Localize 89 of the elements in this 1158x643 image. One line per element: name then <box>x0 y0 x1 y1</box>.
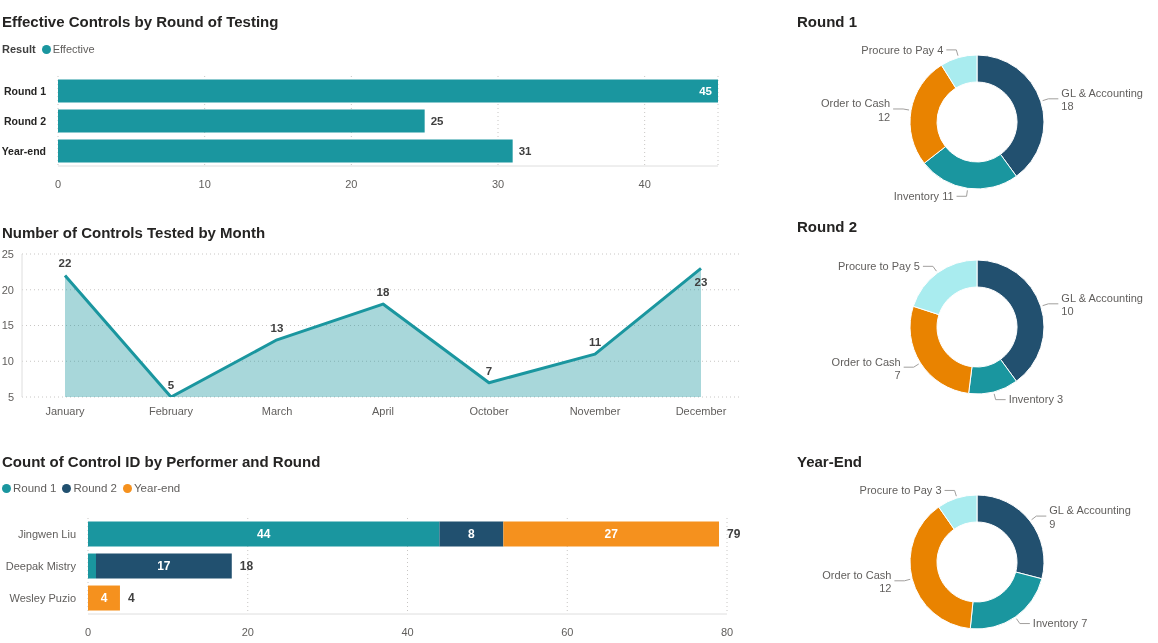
data-label: 5 <box>913 260 920 273</box>
x-tick-label: October <box>469 404 509 417</box>
slice-label: Procure to Pay <box>837 260 911 273</box>
data-label: 4 <box>937 43 944 56</box>
data-label: 31 <box>518 145 533 158</box>
x-tick-label: 0 <box>54 177 62 190</box>
bar <box>58 139 513 163</box>
x-tick-label: 10 <box>198 177 211 190</box>
slice-label: GL & Accounting <box>1061 292 1143 305</box>
bar <box>439 521 504 547</box>
data-label: 12 <box>877 110 891 123</box>
x-tick-label: February <box>148 404 194 417</box>
slice-label: Order to Cash <box>821 97 891 110</box>
data-label: 18 <box>376 286 390 299</box>
x-tick-label: 20 <box>345 177 358 190</box>
data-label: 5 <box>167 379 175 391</box>
data-label: 12 <box>879 582 892 595</box>
y-tick-label: Round 1 <box>4 84 47 97</box>
bar <box>95 553 232 579</box>
slice-label: Inventory <box>893 190 940 203</box>
slice-label: Procure to Pay <box>859 484 933 497</box>
chart-title: Year-End <box>797 453 863 470</box>
x-tick-label: December <box>675 404 727 417</box>
x-tick-label: 40 <box>638 177 651 190</box>
data-label: 25 <box>430 115 445 128</box>
slice-label: GL & Accounting <box>1049 504 1131 517</box>
y-tick-label: Round 2 <box>4 114 47 127</box>
x-tick-label: April <box>371 404 395 417</box>
legend-label: Round 2 <box>73 481 117 496</box>
x-tick-label: 0 <box>84 625 92 638</box>
slice-label: Order to Cash <box>822 569 892 582</box>
data-label: 8 <box>468 527 476 542</box>
x-tick-label: March <box>261 404 293 417</box>
data-label: 23 <box>694 276 708 289</box>
data-label: 7 <box>485 364 493 377</box>
y-tick-label: 20 <box>1 283 14 296</box>
chart-title: Count of Control ID by Performer and Round <box>2 453 321 470</box>
bar <box>88 585 120 611</box>
total-label: 4 <box>127 591 135 606</box>
data-label: 11 <box>942 190 954 203</box>
data-label: 4 <box>100 591 108 606</box>
bar <box>503 521 720 547</box>
chart-title: Number of Controls Tested by Month <box>2 224 266 241</box>
total-label: 18 <box>239 559 254 574</box>
bar <box>58 79 718 103</box>
legend-label: Effective <box>52 42 95 57</box>
x-tick-label: 40 <box>401 625 414 638</box>
data-label: 17 <box>157 559 171 574</box>
legend-label: Year-end <box>133 481 181 496</box>
slice-label: GL & Accounting <box>1061 87 1143 100</box>
legend-title: Result <box>2 43 36 55</box>
x-tick-label: January <box>45 404 86 417</box>
data-label: 7 <box>1081 617 1088 630</box>
data-label: 44 <box>257 527 271 542</box>
data-label: 3 <box>935 484 942 497</box>
chart-title: Round 1 <box>797 13 857 30</box>
y-tick-label: 15 <box>1 319 14 332</box>
data-label: 10 <box>1061 305 1074 318</box>
data-label: 3 <box>1056 393 1064 406</box>
bar <box>58 109 425 133</box>
data-label: 11 <box>588 336 602 349</box>
total-label: 79 <box>727 527 741 542</box>
data-label: 18 <box>1061 100 1074 113</box>
y-tick-label: 10 <box>1 355 14 368</box>
slice-label: Inventory <box>1008 393 1054 406</box>
x-tick-label: 60 <box>561 625 574 638</box>
y-tick-label: Deepak Mistry <box>5 559 77 572</box>
data-label: 9 <box>1049 517 1056 530</box>
y-tick-label: Wesley Puzio <box>9 591 76 604</box>
y-tick-label: Jingwen Liu <box>17 527 76 540</box>
x-tick-label: 80 <box>720 625 734 638</box>
slice-label: Order to Cash <box>831 355 901 368</box>
bar <box>88 553 96 579</box>
bar <box>88 521 440 547</box>
y-tick-label: 5 <box>7 390 14 403</box>
y-tick-label: 25 <box>1 247 14 260</box>
chart-title: Effective Controls by Round of Testing <box>2 13 279 30</box>
data-label: 22 <box>58 257 72 270</box>
data-label: 13 <box>270 321 284 334</box>
x-tick-label: 30 <box>491 177 505 190</box>
x-tick-label: 20 <box>241 625 254 638</box>
data-label: 27 <box>604 527 619 542</box>
y-tick-label: Year-end <box>1 144 46 157</box>
slice-label: Inventory <box>1032 617 1079 630</box>
data-label: 7 <box>894 368 901 381</box>
slice-label: Procure to Pay <box>861 43 935 56</box>
data-label: 45 <box>699 85 713 98</box>
x-tick-label: November <box>569 404 621 417</box>
chart-title: Round 2 <box>797 218 857 235</box>
